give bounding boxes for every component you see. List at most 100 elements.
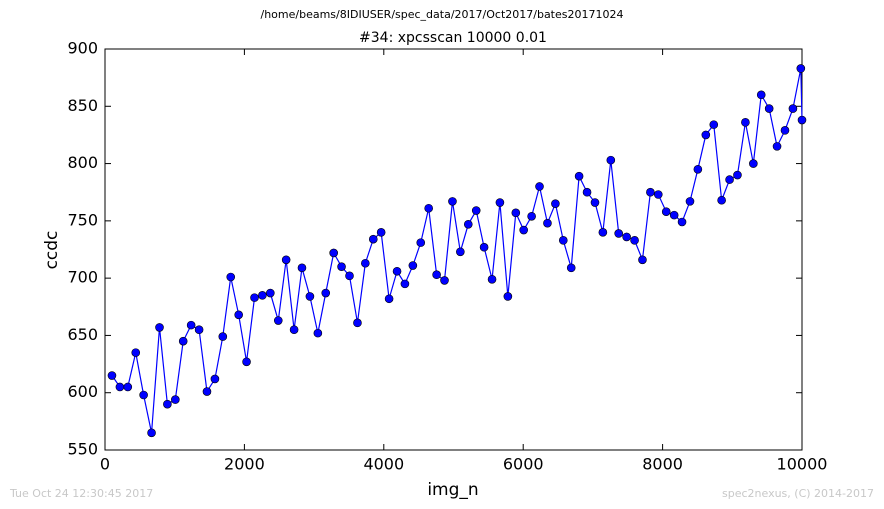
marker	[273, 316, 283, 325]
y-tick-label: 800	[67, 153, 98, 172]
marker	[479, 242, 489, 252]
marker	[725, 175, 734, 184]
marker	[741, 118, 750, 127]
marker	[622, 232, 631, 242]
marker	[487, 274, 497, 284]
marker	[471, 206, 481, 215]
marker	[630, 236, 639, 245]
marker	[392, 266, 402, 276]
marker	[329, 248, 338, 258]
y-axis-label: ccdc	[42, 231, 62, 270]
marker	[598, 228, 608, 237]
y-tick-label: 550	[67, 440, 98, 459]
footer-left: Tue Oct 24 12:30:45 2017	[9, 487, 153, 500]
y-tick-label: 650	[67, 325, 98, 344]
marker	[345, 271, 354, 281]
marker	[171, 395, 180, 404]
marker	[780, 126, 790, 135]
marker	[701, 130, 711, 140]
x-tick-label: 10000	[777, 455, 828, 474]
marker	[756, 90, 766, 100]
marker	[519, 225, 528, 235]
footer-right: spec2nexus, (C) 2014-2017	[722, 487, 874, 500]
marker	[685, 197, 695, 206]
plot-frame	[104, 48, 803, 451]
marker	[772, 142, 782, 151]
marker	[693, 165, 703, 174]
marker	[361, 258, 370, 268]
x-tick-label: 6000	[503, 455, 544, 474]
marker	[646, 187, 655, 197]
x-tick-label: 8000	[642, 455, 683, 474]
marker	[305, 292, 315, 301]
marker	[139, 390, 148, 400]
marker	[107, 371, 117, 380]
marker	[551, 199, 560, 208]
marker	[717, 195, 726, 205]
marker	[463, 219, 473, 229]
marker	[432, 270, 441, 280]
marker	[368, 234, 378, 244]
marker	[218, 332, 228, 341]
marker	[495, 198, 505, 207]
x-axis-label: img_n	[427, 480, 478, 500]
marker	[353, 318, 362, 328]
marker	[709, 120, 719, 129]
suptitle: /home/beams/8IDIUSER/spec_data/2017/Oct2…	[261, 8, 624, 21]
y-tick-label: 900	[67, 39, 98, 58]
marker	[297, 263, 307, 273]
y-tick-label: 700	[67, 268, 98, 287]
x-tick-label: 4000	[363, 455, 404, 474]
marker	[733, 170, 742, 180]
marker	[543, 218, 552, 228]
marker	[242, 357, 251, 367]
marker	[210, 374, 220, 384]
marker	[614, 229, 623, 238]
marker	[163, 399, 172, 409]
marker	[400, 279, 410, 289]
x-tick-label: 0	[100, 455, 110, 474]
marker	[448, 197, 457, 206]
marker	[511, 208, 521, 218]
marker	[408, 261, 418, 270]
marker	[289, 325, 299, 335]
marker	[638, 255, 647, 265]
marker	[281, 255, 291, 265]
marker	[202, 387, 212, 396]
marker	[250, 293, 259, 302]
marker	[661, 207, 671, 216]
marker	[797, 115, 807, 125]
marker	[503, 292, 513, 301]
marker	[574, 171, 584, 181]
marker	[226, 272, 236, 282]
marker	[416, 238, 426, 247]
marker	[424, 203, 433, 213]
marker	[313, 328, 323, 338]
marker	[337, 262, 346, 271]
marker	[115, 382, 125, 392]
marker	[194, 325, 204, 335]
marker	[535, 182, 544, 191]
marker	[527, 211, 536, 221]
marker	[669, 210, 679, 220]
marker	[376, 228, 386, 237]
chart-title: #34: xpcsscan 10000 0.01	[359, 30, 547, 46]
marker	[123, 382, 133, 392]
marker	[234, 310, 243, 320]
y-tick-label: 600	[67, 382, 98, 401]
marker	[321, 288, 331, 298]
marker	[186, 320, 196, 330]
marker	[131, 348, 141, 357]
marker	[590, 198, 600, 207]
marker	[749, 159, 758, 168]
marker	[764, 104, 774, 113]
marker	[653, 190, 663, 199]
marker	[558, 236, 568, 245]
marker	[677, 217, 687, 227]
marker	[606, 155, 616, 165]
marker	[155, 323, 164, 332]
marker	[566, 263, 576, 273]
marker	[266, 288, 275, 298]
marker	[147, 428, 156, 438]
